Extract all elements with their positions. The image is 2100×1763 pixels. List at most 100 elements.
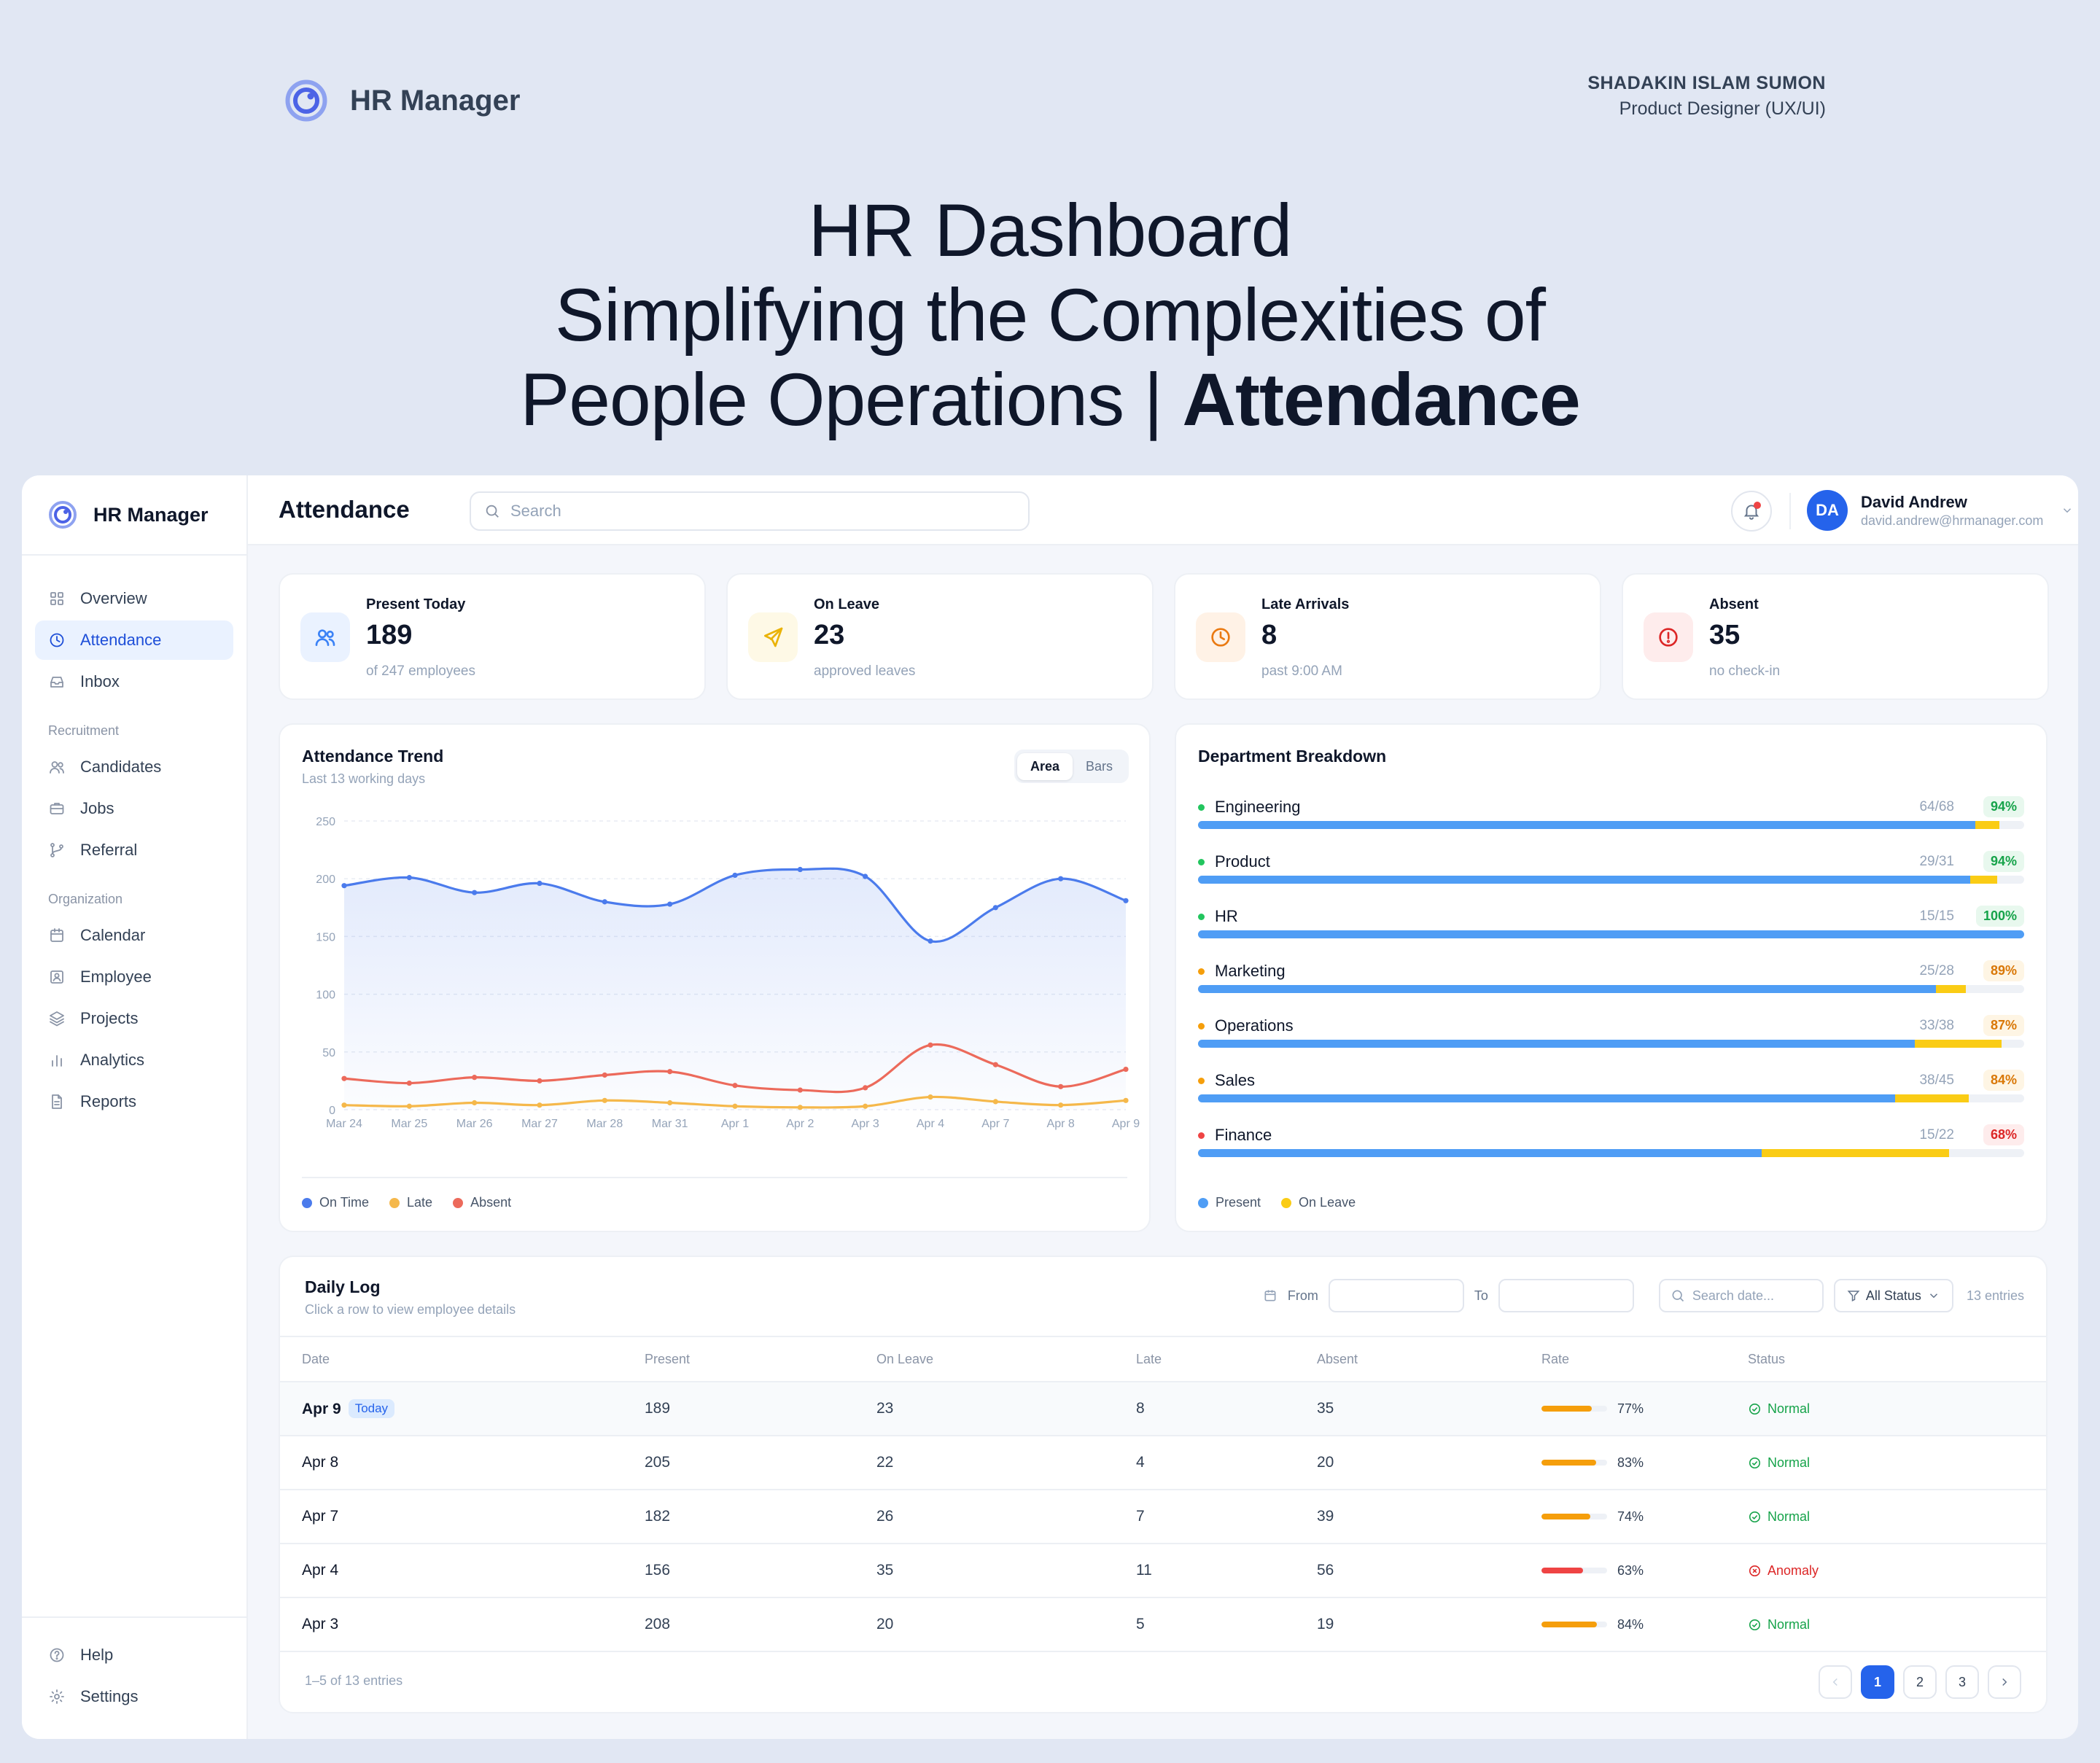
column-header-late[interactable]: Late <box>1136 1336 1317 1382</box>
dept-bar-on-leave <box>1975 821 1999 829</box>
table-row[interactable]: Apr 3 208 20 5 19 84% Normal <box>280 1597 2046 1652</box>
series-on-time-point[interactable] <box>341 883 347 889</box>
series-on-time-point[interactable] <box>602 899 607 905</box>
series-absent-point[interactable] <box>992 1062 998 1067</box>
series-late-point[interactable] <box>992 1099 998 1105</box>
column-header-rate[interactable]: Rate <box>1541 1336 1748 1382</box>
column-header-status[interactable]: Status <box>1748 1336 2046 1382</box>
stat-icon-badge <box>1644 612 1693 662</box>
series-absent-point[interactable] <box>341 1075 347 1081</box>
search-input[interactable] <box>510 502 1006 521</box>
chevron-down-icon[interactable] <box>2061 504 2074 517</box>
series-late-point[interactable] <box>667 1100 673 1106</box>
page-button-3[interactable]: 3 <box>1945 1665 1979 1699</box>
dept-row-hr[interactable]: HR 15/15 100% <box>1198 903 2024 954</box>
series-absent-point[interactable] <box>602 1072 607 1078</box>
dept-row-finance[interactable]: Finance 15/22 68% <box>1198 1121 2024 1172</box>
series-absent-point[interactable] <box>537 1078 542 1083</box>
series-late-point[interactable] <box>928 1094 933 1100</box>
column-header-absent[interactable]: Absent <box>1317 1336 1541 1382</box>
series-on-time-point[interactable] <box>667 901 673 907</box>
dept-row-operations[interactable]: Operations 33/38 87% <box>1198 1012 2024 1063</box>
series-on-time-point[interactable] <box>732 872 738 879</box>
series-on-time-point[interactable] <box>928 938 933 944</box>
cell-date: Apr 8 <box>280 1436 645 1490</box>
date-text: Apr 3 <box>302 1616 339 1632</box>
column-header-present[interactable]: Present <box>645 1336 876 1382</box>
series-on-time-point[interactable] <box>797 866 803 873</box>
series-absent-point[interactable] <box>1058 1083 1064 1089</box>
stat-subtext: of 247 employees <box>366 663 475 679</box>
series-late-point[interactable] <box>863 1103 868 1109</box>
page-button-1[interactable]: 1 <box>1861 1665 1894 1699</box>
sidebar-item-reports[interactable]: Reports <box>35 1082 233 1121</box>
series-late-point[interactable] <box>1123 1097 1129 1103</box>
table-row[interactable]: Apr 7 182 26 7 39 74% Normal <box>280 1490 2046 1544</box>
column-header-on-leave[interactable]: On Leave <box>876 1336 1136 1382</box>
series-absent-point[interactable] <box>406 1080 412 1086</box>
stat-subtext: no check-in <box>1709 663 1781 679</box>
sidebar-item-attendance[interactable]: Attendance <box>35 620 233 660</box>
sidebar-item-help[interactable]: Help <box>35 1635 233 1675</box>
series-absent-point[interactable] <box>732 1083 738 1089</box>
dept-rate-badge: 94% <box>1983 796 2024 817</box>
series-late-point[interactable] <box>1058 1102 1064 1108</box>
series-absent-point[interactable] <box>928 1042 933 1048</box>
sidebar-item-analytics[interactable]: Analytics <box>35 1040 233 1080</box>
series-absent-point[interactable] <box>472 1075 478 1081</box>
series-late-point[interactable] <box>537 1102 542 1108</box>
date-search-box[interactable] <box>1658 1279 1824 1312</box>
dept-row-product[interactable]: Product 29/31 94% <box>1198 848 2024 899</box>
date-text: Apr 4 <box>302 1562 339 1579</box>
series-absent-point[interactable] <box>863 1085 868 1091</box>
series-late-point[interactable] <box>406 1103 412 1109</box>
file-icon <box>52 1094 62 1109</box>
dept-row-marketing[interactable]: Marketing 25/28 89% <box>1198 957 2024 1008</box>
cell-on-leave: 35 <box>876 1544 1136 1598</box>
series-late-point[interactable] <box>732 1103 738 1109</box>
sidebar-item-overview[interactable]: Overview <box>35 579 233 618</box>
series-on-time-point[interactable] <box>992 905 998 911</box>
from-date-input[interactable] <box>1328 1279 1464 1312</box>
series-absent-point[interactable] <box>797 1087 803 1093</box>
toggle-bars-button[interactable]: Bars <box>1085 758 1113 774</box>
table-row[interactable]: Apr 4 156 35 11 56 63% Anomaly <box>280 1544 2046 1598</box>
next-page-button[interactable] <box>1988 1665 2021 1699</box>
prev-page-button[interactable] <box>1819 1665 1852 1699</box>
series-late-point[interactable] <box>797 1105 803 1110</box>
sidebar-item-employee[interactable]: Employee <box>35 957 233 997</box>
status-filter-dropdown[interactable]: All Status <box>1833 1279 1953 1312</box>
series-late-point[interactable] <box>602 1097 607 1103</box>
series-on-time-point[interactable] <box>472 890 478 895</box>
column-header-date[interactable]: Date <box>280 1336 645 1382</box>
dept-row-sales[interactable]: Sales 38/45 84% <box>1198 1067 2024 1118</box>
date-search-input[interactable] <box>1692 1288 1816 1304</box>
series-on-time-point[interactable] <box>1058 876 1064 882</box>
sidebar-item-calendar[interactable]: Calendar <box>35 916 233 955</box>
sidebar-item-projects[interactable]: Projects <box>35 999 233 1038</box>
series-on-time-point[interactable] <box>406 875 412 881</box>
series-absent-point[interactable] <box>1123 1066 1129 1073</box>
sidebar-item-inbox[interactable]: Inbox <box>35 662 233 701</box>
trend-subtitle: Last 13 working days <box>302 771 426 786</box>
sidebar-brand[interactable]: HR Manager <box>22 475 246 556</box>
notifications-button[interactable] <box>1731 491 1772 532</box>
to-date-input[interactable] <box>1498 1279 1634 1312</box>
sidebar-item-referral[interactable]: Referral <box>35 830 233 870</box>
series-late-point[interactable] <box>472 1100 478 1106</box>
sidebar-item-candidates[interactable]: Candidates <box>35 747 233 787</box>
dept-row-engineering[interactable]: Engineering 64/68 94% <box>1198 793 2024 844</box>
sidebar-item-jobs[interactable]: Jobs <box>35 789 233 828</box>
toggle-area-button[interactable]: Area <box>1016 752 1073 780</box>
series-on-time-point[interactable] <box>537 880 542 887</box>
series-on-time-point[interactable] <box>863 873 868 879</box>
user-menu[interactable]: DA David Andrew david.andrew@hrmanager.c… <box>1807 490 2074 531</box>
page-button-2[interactable]: 2 <box>1903 1665 1937 1699</box>
series-late-point[interactable] <box>341 1102 347 1108</box>
table-row[interactable]: Apr 9 Today 189 23 8 35 77% Normal <box>280 1382 2046 1436</box>
sidebar-item-settings[interactable]: Settings <box>35 1677 233 1716</box>
search-box[interactable] <box>470 491 1030 531</box>
table-row[interactable]: Apr 8 205 22 4 20 83% Normal <box>280 1436 2046 1490</box>
series-on-time-point[interactable] <box>1123 898 1129 903</box>
series-absent-point[interactable] <box>667 1069 673 1075</box>
